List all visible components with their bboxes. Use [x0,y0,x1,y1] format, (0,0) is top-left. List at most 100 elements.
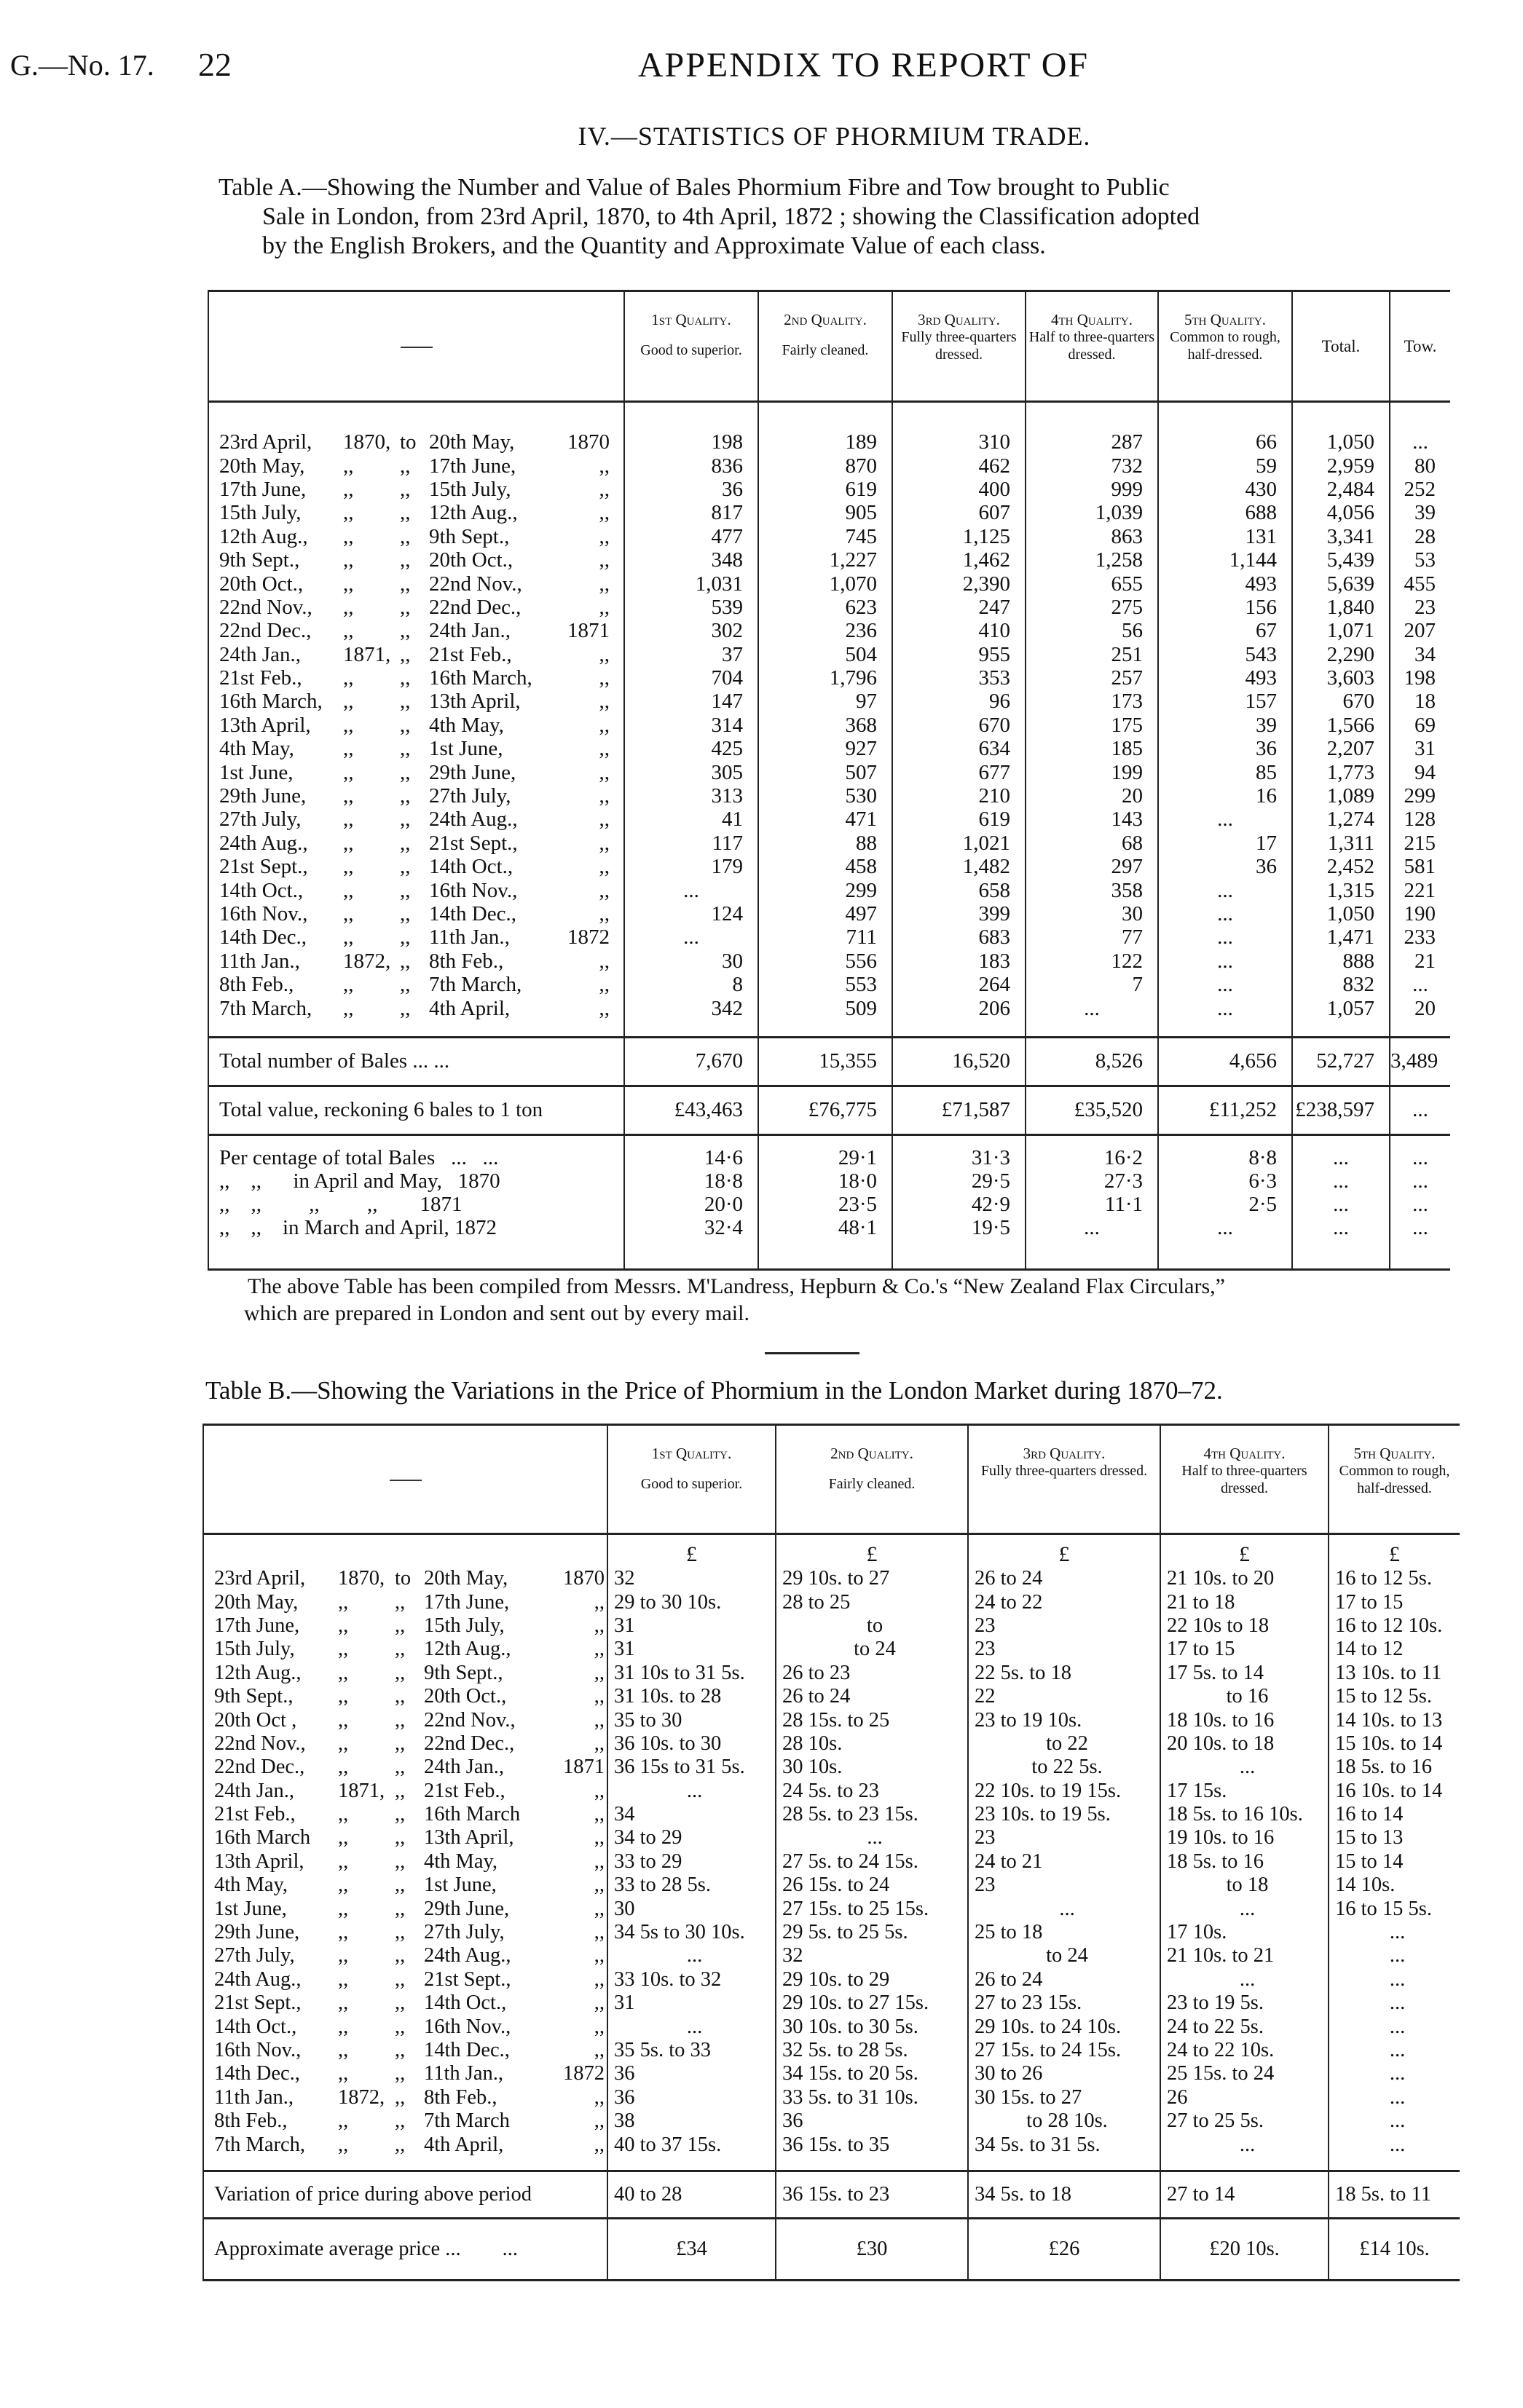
value-cell: 1,031 [623,572,758,596]
to-word: ,, [400,855,411,879]
spacer-cell [1157,1239,1292,1270]
to-date: 22nd Dec., [429,595,522,619]
value-cell: 3,603 [1291,666,1390,690]
to-year: ,, [599,690,610,714]
to-date: 14th Oct., [429,855,513,879]
row-label: Per centage of total Bales ... ... [208,1133,624,1169]
value-cell: 173 [1025,690,1158,714]
price-cell: 17 15s. [1160,1779,1329,1803]
from-year: ,, [338,1661,349,1684]
spacer-cell [1025,401,1158,430]
row-label: 1st June,,,,, 29th June,,, [208,760,624,784]
spacer-cell [208,402,624,431]
price-cell: ... [1328,2133,1460,2157]
table-row: 14th Dec.,,,,, 11th Jan., 1872 36 34 15s. to… [203,2062,1460,2086]
price-cell: 25 to 18 [967,1920,1160,1945]
value-cell: 927 [757,737,892,761]
row-label: 20th Oct ,,,,, 22nd Nov.,,, [203,1708,607,1732]
table-row: 29th June,,,,, 27th July,,, 34 5s to 30 10… [203,1920,1460,1945]
row-label: 9th Sept.,,,,, 20th Oct.,,, [208,548,624,572]
price-cell: 36 15s. to 35 [775,2133,968,2157]
to-year: 1871 [567,619,610,643]
from-date: 7th March, [214,2133,306,2156]
quality-desc: Common to rough, half-dressed. [1339,1463,1450,1496]
column-header: 4th Quality. Half to three-quarters dress… [1025,291,1158,402]
price-cell: 40 to 37 15s. [607,2133,776,2157]
value-cell: 18·8 [623,1169,758,1193]
spacer-cell [892,1239,1026,1270]
column-header: 5th Quality. Common to rough, half-dresse… [1157,291,1292,402]
to-word: to [400,430,417,454]
value-cell: 85 [1157,760,1292,784]
value-cell: 206 [892,996,1026,1020]
to-word: ,, [400,831,411,855]
row-label: 17th June,,,,, 15th July,,, [208,478,624,501]
spacer-cell [892,1019,1026,1038]
price-cell: 23 [967,1826,1160,1850]
footnote-line: which are prepared in London and sent ou… [244,1301,749,1325]
price-cell: 29 10s. to 27 [775,1567,968,1591]
caption-line: Sale in London, from 23rd April, 1870, t… [262,203,1200,230]
to-year: ,, [594,1874,605,1897]
from-year: ,, [338,2015,349,2038]
value-cell: 39 [1389,501,1450,525]
table-b-header: 1st Quality. Good to superior. 2nd Qualit… [203,1424,1460,1534]
to-word: ,, [400,902,411,925]
price-cell: 22 [967,1684,1160,1709]
value-cell: £76,775 [757,1084,892,1135]
row-label: 27th July,,,,, 24th Aug.,,, [203,1944,607,1967]
value-cell: 539 [623,595,758,620]
value-cell: 1,311 [1291,831,1390,856]
to-word: ,, [395,1944,406,1967]
value-cell: 543 [1157,642,1292,666]
to-year: ,, [599,642,610,666]
price-cell: 23 [967,1874,1160,1898]
value-cell: 156 [1157,595,1292,620]
table-row: 21st Feb.,,,,, 16th March,,, 704 1,796 353 25… [208,666,1450,690]
to-date: 22nd Dec., [424,1732,515,1755]
to-word: ,, [400,690,411,714]
price-cell: 17 to 15 [1160,1638,1329,1662]
to-word: ,, [395,2062,406,2085]
value-cell: £71,587 [892,1084,1026,1135]
price-cell: £34 [607,2216,776,2281]
table-row: 24th Jan., 1871,,, 21st Feb.,,, 37 504 955 251… [208,642,1450,666]
price-cell: £20 10s. [1160,2216,1329,2281]
table-row: 20th May,,,,, 17th June,,, 836 870 462 732 59 2… [208,454,1450,478]
spacer-row [203,2156,1460,2171]
value-cell: 7 [1025,972,1158,997]
from-year: ,, [343,737,354,761]
price-cell: 23 [967,1614,1160,1638]
to-word: ,, [395,1779,406,1802]
value-cell: ... [1157,901,1292,926]
to-word: ,, [395,1756,406,1779]
to-year: ,, [594,1638,605,1661]
price-cell: 31 [607,1638,776,1662]
value-cell: 66 [1157,430,1292,454]
from-year: ,, [343,784,354,808]
table-a-header: 1st Quality. Good to superior. 2nd Qualit… [208,291,1450,402]
row-label: 14th Dec.,,,,, 11th Jan., 1872 [203,2062,607,2085]
to-year: ,, [599,784,610,808]
value-cell: 48·1 [757,1215,892,1239]
table-row: 16th Nov.,,,,, 14th Dec.,,, 35 5s. to 33 32… [203,2038,1460,2063]
to-date: 12th Aug., [429,501,518,525]
from-year: ,, [338,1967,349,1991]
to-word: to [395,1567,412,1590]
value-cell: 8 [623,972,758,997]
value-cell: 1,566 [1291,713,1390,738]
to-date: 9th Sept., [424,1661,503,1684]
column-header: 1st Quality. Good to superior. [623,291,758,402]
to-date: 13th April, [429,690,521,714]
to-year: ,, [594,2039,605,2061]
quality-name: 1st Quality. [651,1445,732,1462]
price-cell: 16 to 15 5s. [1328,1897,1460,1921]
spacer-cell [1389,401,1450,430]
to-year: ,, [594,1944,605,1967]
to-year: ,, [594,2133,605,2156]
value-cell: ... [1389,1215,1450,1239]
from-year: ,, [338,1708,349,1732]
table-row: 13th April,,,,, 4th May,,, 314 368 670 175 39 1… [208,713,1450,738]
to-date: 4th April, [424,2133,504,2156]
row-label: 24th Jan., 1871,,, 21st Feb.,,, [208,643,624,666]
